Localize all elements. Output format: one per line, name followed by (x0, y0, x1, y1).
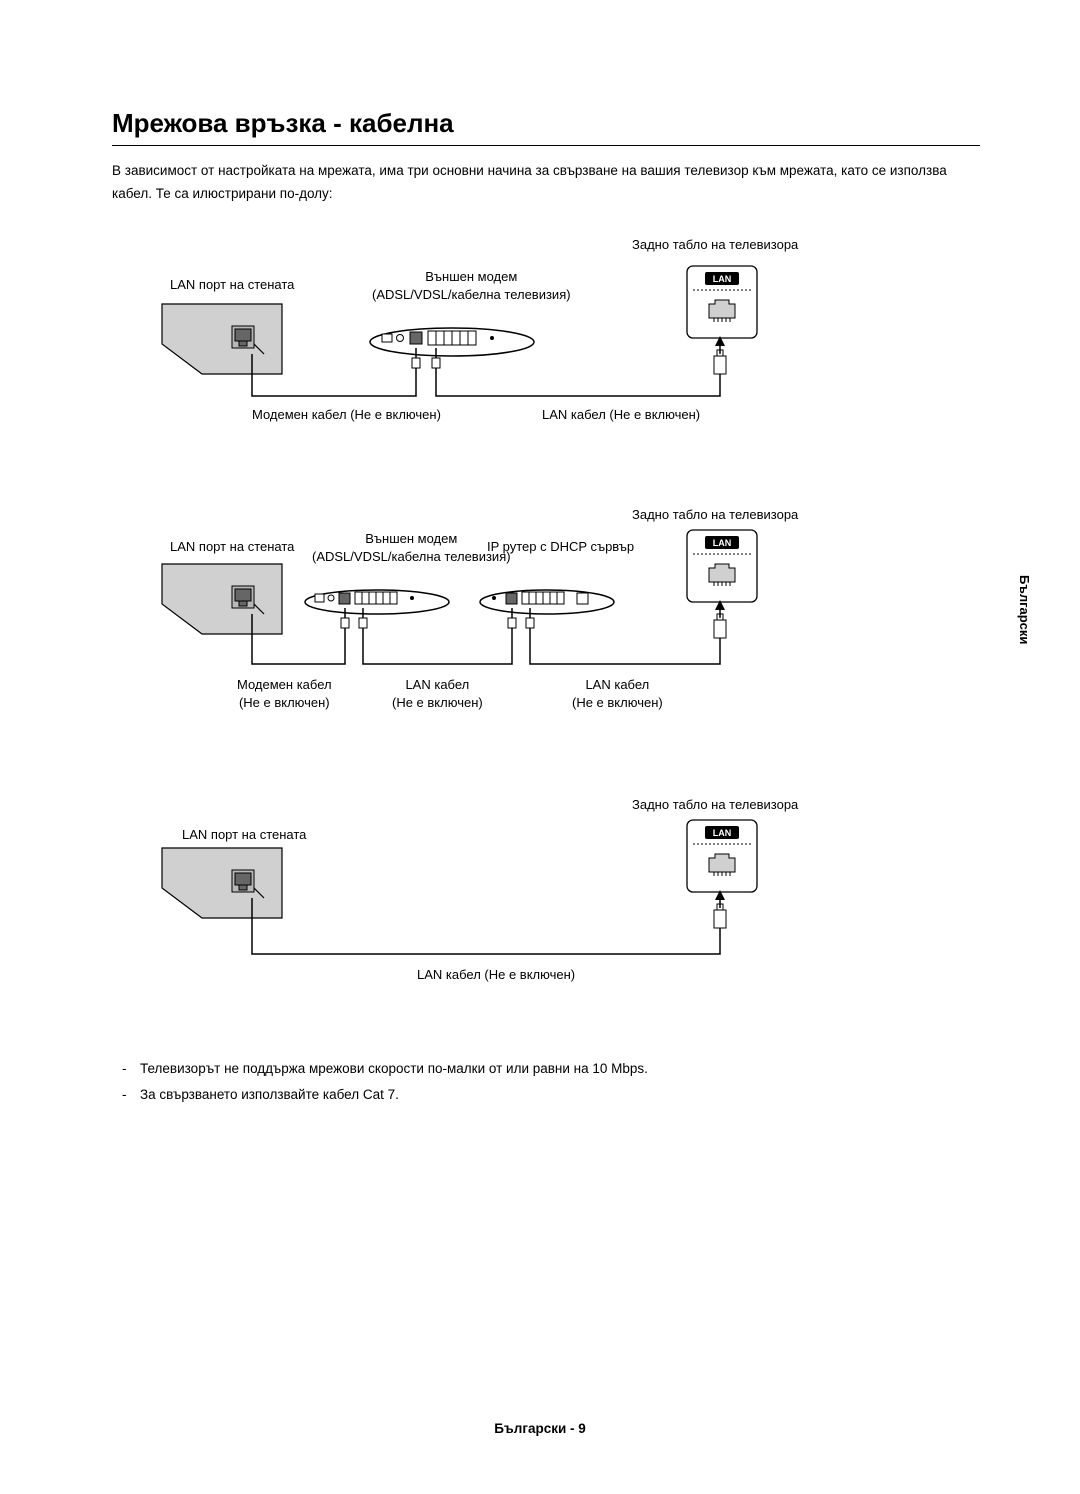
tv-back-label: Задно табло на телевизора (632, 236, 798, 254)
diagram-2: Задно табло на телевизора LAN порт на ст… (132, 506, 852, 736)
lan-cable-2b: LAN кабел(Не е включен) (572, 676, 663, 712)
ext-modem-label: Външен модем (ADSL/VDSL/кабелна телевизи… (372, 268, 571, 304)
wall-lan-label-3: LAN порт на стената (182, 826, 306, 844)
ext-modem-label-2: Външен модем (ADSL/VDSL/кабелна телевизи… (312, 530, 511, 566)
modem-cable-2: Модемен кабел(Не е включен) (237, 676, 332, 712)
intro-text: В зависимост от настройката на мрежата, … (112, 160, 980, 206)
page-title: Мрежова връзка - кабелна (112, 108, 980, 146)
diagram-3: Задно табло на телевизора LAN порт на ст… (132, 796, 852, 996)
tv-back-label-2: Задно табло на телевизора (632, 506, 798, 524)
wall-lan-label: LAN порт на стената (170, 276, 294, 294)
lan-cable-label: LAN кабел (Не е включен) (542, 406, 700, 424)
svg-text:LAN: LAN (713, 538, 732, 548)
note-2: За свързването използвайте кабел Cat 7. (112, 1082, 980, 1108)
svg-text:LAN: LAN (713, 828, 732, 838)
lan-cable-2a: LAN кабел(Не е включен) (392, 676, 483, 712)
tv-back-label-3: Задно табло на телевизора (632, 796, 798, 814)
notes-list: Телевизорът не поддържа мрежови скорости… (112, 1056, 980, 1107)
ip-router-label: IP рутер с DHCP сървър (487, 538, 634, 556)
wall-lan-label-2: LAN порт на стената (170, 538, 294, 556)
page-footer: Български - 9 (0, 1421, 1080, 1436)
note-1: Телевизорът не поддържа мрежови скорости… (112, 1056, 980, 1082)
lan-cable-3: LAN кабел (Не е включен) (417, 966, 575, 984)
svg-text:LAN: LAN (713, 274, 732, 284)
modem-cable-label: Модемен кабел (Не е включен) (252, 406, 441, 424)
side-language-tab: Български (1017, 575, 1032, 644)
diagram-1: Задно табло на телевизора LAN порт на ст… (132, 236, 852, 446)
